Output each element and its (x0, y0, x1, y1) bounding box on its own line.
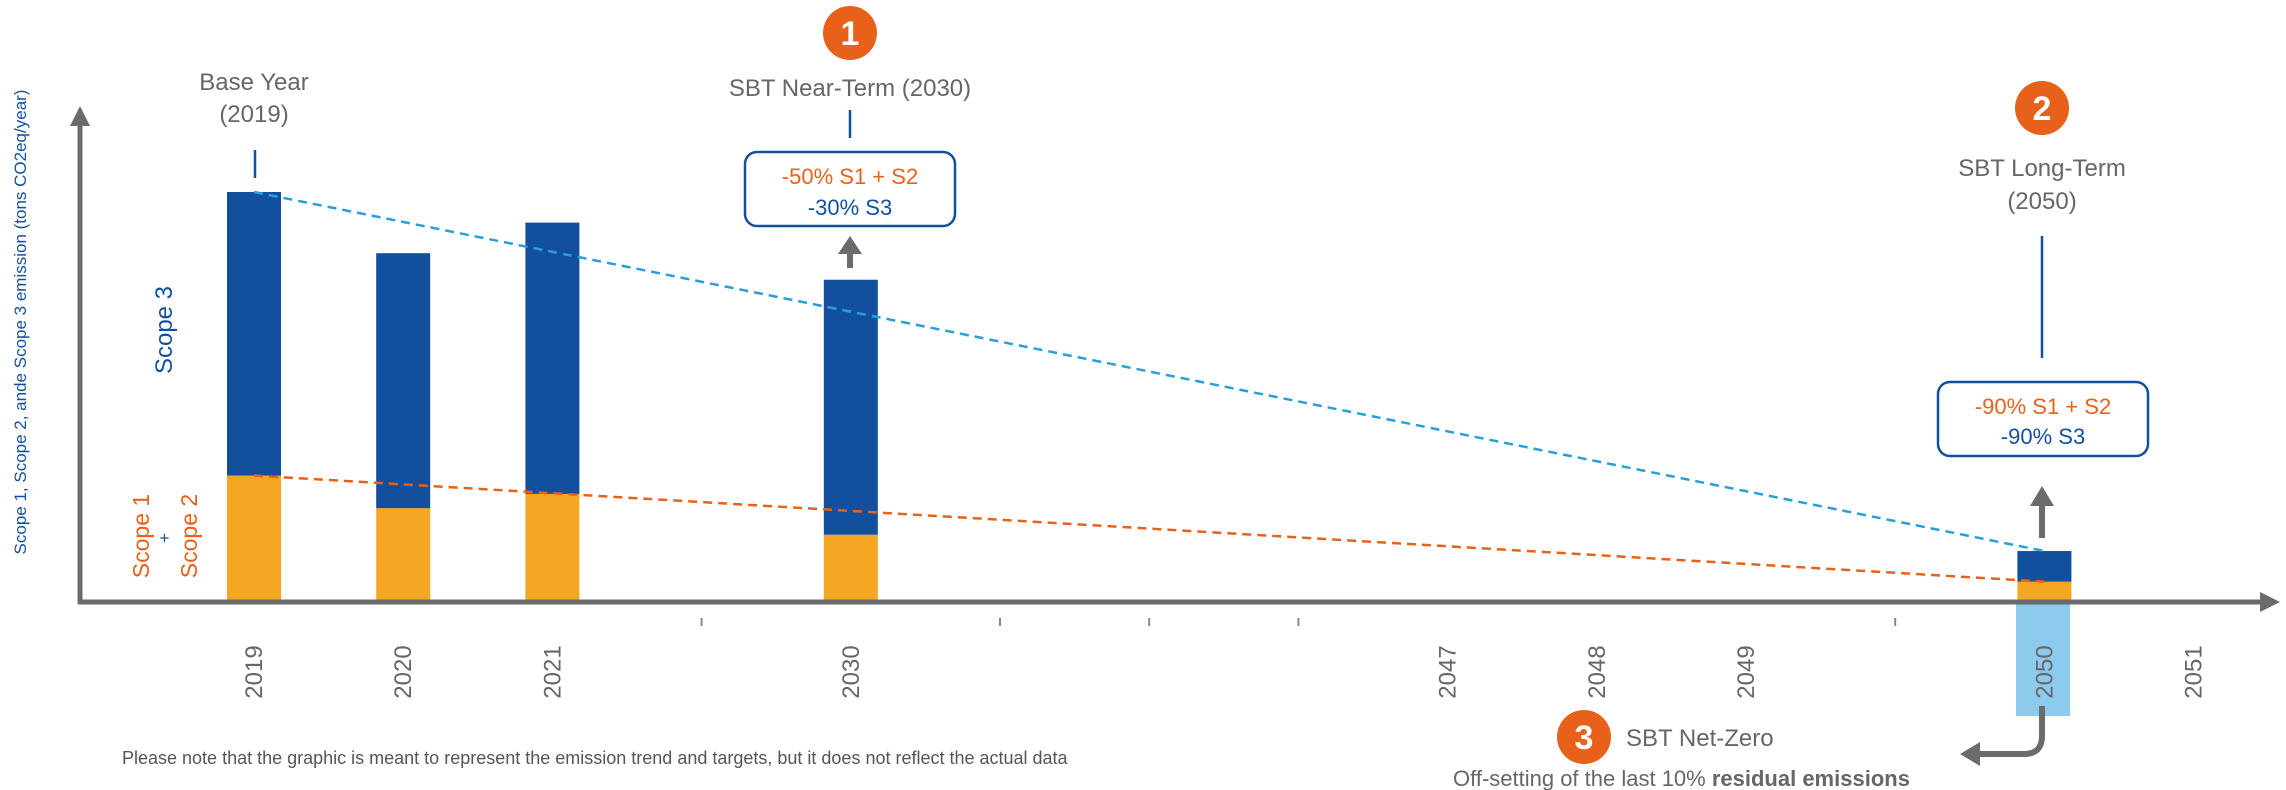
long-term-s3-target: -90% S3 (2001, 424, 2085, 449)
net-zero-number-badge (1557, 710, 1611, 764)
long-term-number-badge (2015, 81, 2069, 135)
x-tick-label-2048: 2048 (1584, 645, 1611, 698)
near-term-title: SBT Near-Term (2030) (729, 75, 971, 102)
net-zero-annotation: 3 SBT Net-Zero Off-setting of the last 1… (1453, 706, 2045, 790)
highlight-2050-box (2016, 602, 2070, 716)
near-term-annotation: 1 SBT Near-Term (2030) -50% S1 + S2 -30%… (729, 6, 971, 268)
long-term-title-sub: (2050) (2007, 188, 2076, 215)
trend-lines-group (253, 190, 2045, 583)
near-term-s3-target: -30% S3 (808, 195, 892, 220)
scope12-series-label-line2: Scope 2 (176, 494, 202, 578)
long-term-number: 2 (2033, 90, 2052, 128)
trend-line-scope3 (253, 190, 2045, 553)
disclaimer-note: Please note that the graphic is meant to… (122, 748, 1068, 768)
x-axis-arrowhead (2260, 592, 2280, 612)
net-zero-subtitle-plain: Off-setting of the last 10% (1453, 766, 1712, 790)
near-term-number-badge (823, 6, 877, 60)
x-tick-label-2020: 2020 (390, 645, 417, 698)
x-tick-label-2019: 2019 (241, 645, 268, 698)
bar-scope12-2030 (823, 534, 878, 600)
net-zero-curved-arrow (1978, 706, 2045, 757)
bar-scope12-2050 (2017, 581, 2072, 600)
bar-scope12-2019 (227, 475, 281, 600)
net-zero-arrowhead (1960, 742, 1980, 766)
bar-scope3-2050 (2017, 551, 2072, 582)
x-ticks-group: 2019 2020 2021 2030 2047 2048 2049 2050 2051 (241, 618, 2208, 699)
bar-scope3-2020 (376, 253, 431, 509)
long-term-s12-target: -90% S1 + S2 (1975, 394, 2111, 419)
long-term-title: SBT Long-Term (1958, 155, 2126, 182)
x-tick-label-2050: 2050 (2031, 645, 2058, 698)
bar-scope3-2021 (525, 222, 580, 494)
net-zero-number: 3 (1575, 719, 1594, 757)
bar-scope12-2021 (525, 493, 580, 600)
axes (70, 106, 2280, 612)
x-tick-label-2021: 2021 (539, 645, 566, 698)
x-tick-label-2049: 2049 (1733, 645, 1760, 698)
net-zero-subtitle-bold: residual emissions (1712, 766, 1910, 790)
bar-scope3-2019 (227, 192, 281, 476)
net-zero-subtitle: Off-setting of the last 10% residual emi… (1453, 766, 1910, 790)
base-year-annotation: Base Year (2019) (199, 69, 309, 178)
base-year-label: Base Year (199, 69, 308, 96)
long-term-annotation: 2 SBT Long-Term (2050) -90% S1 + S2 -90%… (1936, 81, 2150, 538)
near-term-up-arrowhead (838, 236, 862, 254)
long-term-target-box (1936, 380, 2150, 458)
x-tick-label-2051: 2051 (2181, 645, 2208, 698)
bar-scope3-2030 (823, 279, 878, 535)
near-term-s12-target: -50% S1 + S2 (782, 164, 918, 189)
trend-line-scope12 (253, 474, 2045, 583)
base-year-sub: (2019) (219, 101, 288, 128)
bars-group (227, 192, 2072, 600)
near-term-number: 1 (841, 15, 860, 53)
near-term-target-box (743, 150, 957, 228)
x-tick-label-2030: 2030 (838, 645, 865, 698)
x-tick-label-2047: 2047 (1435, 645, 1462, 698)
long-term-up-arrowhead (2030, 486, 2054, 506)
y-axis-arrowhead (70, 106, 90, 126)
bar-scope12-2020 (376, 508, 431, 600)
y-axis-label: Scope 1, Scope 2, ande Scope 3 emission … (11, 90, 30, 555)
scope3-series-label: Scope 3 (151, 286, 178, 374)
net-zero-title: SBT Net-Zero (1626, 725, 1774, 752)
scope12-series-label-line1: Scope 1 (128, 494, 154, 578)
scope12-series-label-plus: + (155, 533, 174, 543)
